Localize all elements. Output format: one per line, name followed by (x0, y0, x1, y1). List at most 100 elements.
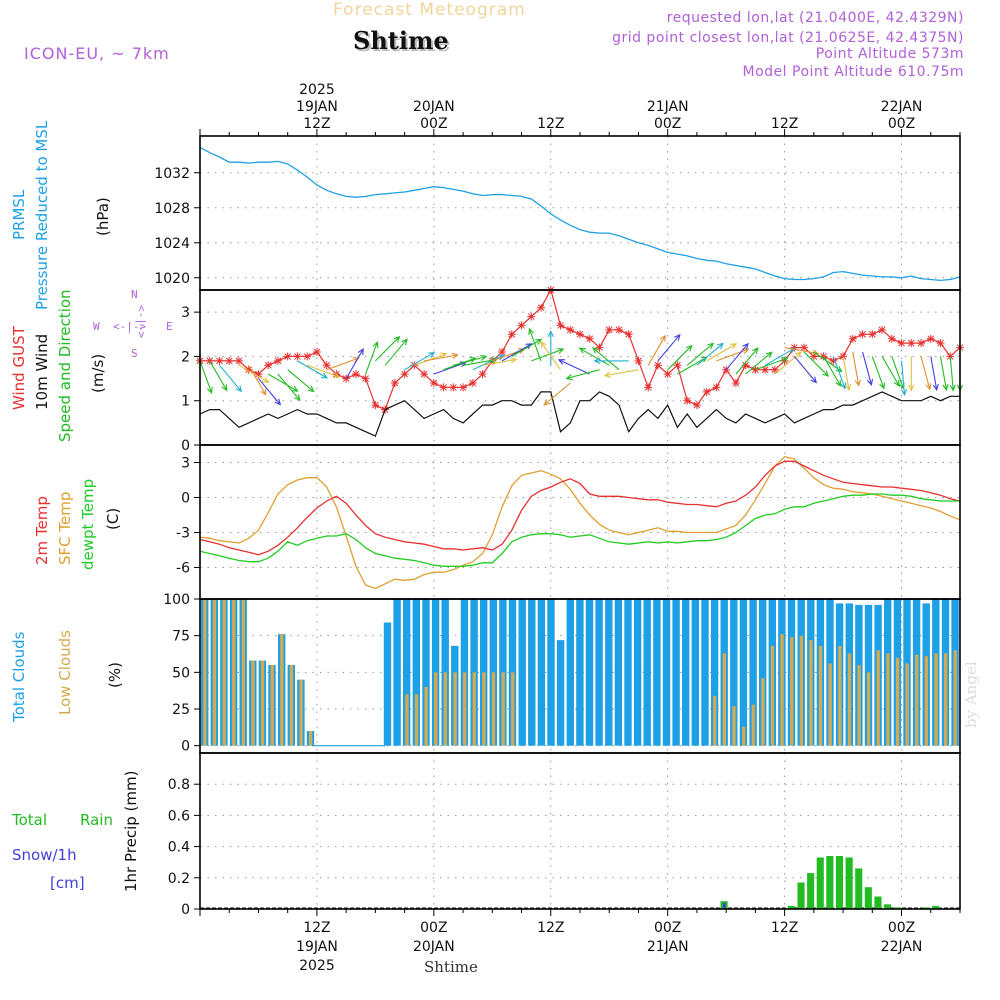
snow-label: Snow/1h (12, 846, 77, 864)
station-name: Shtime (353, 26, 449, 55)
total-clouds-bar (537, 599, 546, 746)
total-clouds-bar (624, 599, 632, 746)
wind-vector-arrow (404, 352, 436, 371)
wind-gust-marker (517, 321, 526, 330)
wind-gust-marker (273, 356, 282, 365)
wind-gust-marker (498, 348, 507, 356)
rain-bar (835, 856, 843, 909)
wind-vector-arrow (482, 357, 518, 366)
bottom-time-label: 22JAN (881, 939, 923, 955)
wind-panel-labels: Wind GUST 10m Wind Speed and Direction (… (10, 288, 173, 442)
wind-vector-arrow (696, 342, 724, 366)
low-clouds-bar (482, 672, 486, 746)
wind-gust-marker (878, 325, 887, 334)
wind-y-tick-label: 0 (181, 438, 190, 454)
top-time-label: 21JAN (647, 99, 689, 115)
top-time-label: 20JAN (413, 99, 455, 115)
wind-gust-marker (566, 325, 575, 334)
low-clouds-bar (953, 650, 957, 746)
footer-station-name: Shtime (424, 958, 478, 976)
wind-gust-marker (468, 379, 477, 387)
pressure-y-tick-label: 1028 (154, 201, 190, 217)
low-clouds-bar (828, 663, 832, 746)
wind-gust-marker (576, 330, 584, 339)
wind-vector-arrow (908, 356, 915, 392)
temp-unit: (C) (104, 508, 122, 530)
wind-vector-arrow (528, 327, 542, 362)
rain-bar (807, 873, 815, 909)
wind-gust-marker (371, 401, 380, 410)
requested-location: requested lon,lat (21.0400E, 42.4329N) (666, 10, 964, 26)
wind-vector-arrow (657, 333, 681, 362)
wind-vector-arrow (774, 351, 802, 375)
wind-gust-marker (507, 330, 516, 339)
wind-gust-marker (858, 330, 867, 339)
low-clouds-bar (790, 637, 794, 746)
total-clouds-bar (614, 599, 623, 746)
pressure-panel-frame (199, 135, 961, 291)
wind-gust-marker (809, 352, 818, 361)
wind-vector-arrow (930, 356, 939, 392)
wind-vector-arrow (939, 356, 949, 392)
wind-vector-arrow (677, 356, 709, 375)
clouds-y-tick-label: 0 (181, 739, 190, 755)
wind-gust-marker (624, 330, 633, 339)
sfc-temp-line (199, 455, 961, 590)
top-time-label: 00Z (420, 116, 447, 132)
low-clouds-bar (232, 599, 236, 746)
wind-vector-arrow (603, 369, 639, 378)
wind-gust-marker (673, 361, 682, 370)
wind-gust-marker (264, 361, 273, 370)
wind-gust-marker (459, 383, 468, 392)
wind-vector-arrow (209, 360, 228, 392)
total-clouds-bar (422, 599, 430, 746)
t2m-line (199, 460, 961, 556)
wind-vector-arrow (578, 347, 610, 366)
wind-vector-arrow (453, 354, 488, 366)
compass-n: N (131, 288, 138, 301)
clouds-unit: (%) (106, 662, 124, 688)
total-clouds-bar (662, 599, 671, 746)
temp-y-tick-label: -3 (176, 526, 190, 542)
temp-panel-frame (199, 444, 961, 600)
low-clouds-bar (713, 695, 717, 746)
bottom-time-label: 12Z (303, 920, 330, 936)
wind-vector-arrow (511, 338, 543, 357)
low-clouds-bar (203, 599, 207, 746)
cloud-panel-labels: Total Clouds Low Clouds (%) (10, 630, 124, 723)
wind-gust-marker (429, 379, 438, 387)
wind-vector-arrow (424, 352, 459, 362)
wind-gust-marker (741, 361, 750, 370)
sfc-temp-label: SFC Temp (56, 492, 74, 565)
wind-vector-arrow (248, 365, 267, 396)
wind-vector-arrow (832, 356, 847, 390)
prmsl-line (199, 146, 961, 282)
wind-gust-marker (225, 356, 234, 365)
wind-vector-arrow (375, 335, 401, 362)
wind-gust-marker (478, 370, 487, 379)
wind-gust-marker (663, 370, 672, 379)
wind-gust-marker (449, 383, 458, 392)
wind-vector-arrow (565, 369, 600, 381)
low-clouds-bar (414, 694, 419, 746)
dewpt-label: dewpt Temp (79, 479, 97, 570)
total-clouds-label: Total Clouds (10, 631, 28, 723)
low-clouds-bar (472, 672, 476, 746)
rain-bar (797, 882, 805, 909)
total-clouds-bar (682, 599, 690, 746)
top-time-label: 12Z (537, 116, 564, 132)
compass-arrow-v: <-|-> (135, 305, 148, 338)
low-clouds-bar (809, 640, 813, 746)
low-clouds-bar (405, 694, 409, 746)
wind-gust-marker (605, 325, 614, 334)
wind-vector-arrow (755, 356, 789, 371)
wind-vector-arrow (735, 347, 759, 375)
total-clouds-bar (730, 599, 738, 746)
pressure-panel-labels: PRMSL Pressure Reduced to MSL (hPa) (10, 120, 112, 310)
wind-vector-arrow (949, 356, 956, 392)
rain-bar (816, 857, 824, 909)
low-clouds-bar (270, 665, 274, 746)
top-time-label: 2025 (299, 82, 335, 98)
low-clouds-bar (751, 704, 755, 746)
